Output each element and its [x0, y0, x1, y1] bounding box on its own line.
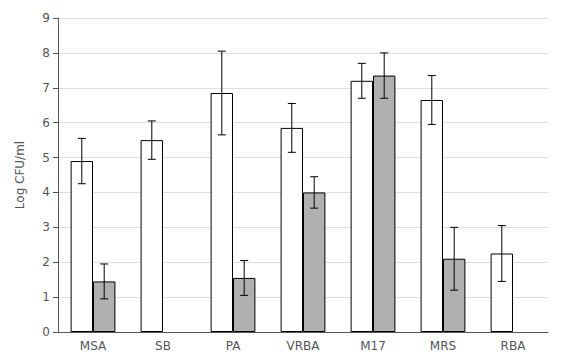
svg-text:0: 0: [42, 325, 50, 339]
svg-text:3: 3: [42, 220, 50, 234]
svg-text:5: 5: [42, 151, 50, 165]
svg-text:8: 8: [42, 46, 50, 60]
svg-text:6: 6: [42, 116, 50, 130]
svg-text:PA: PA: [226, 339, 241, 353]
svg-text:VRBA: VRBA: [287, 339, 321, 353]
svg-text:2: 2: [42, 255, 50, 269]
svg-text:9: 9: [42, 11, 50, 25]
svg-text:MSA: MSA: [80, 339, 107, 353]
svg-text:RBA: RBA: [501, 339, 527, 353]
svg-text:MRS: MRS: [430, 339, 456, 353]
svg-text:1: 1: [42, 290, 50, 304]
svg-text:Log CFU/ml: Log CFU/ml: [13, 141, 27, 209]
svg-text:7: 7: [42, 81, 50, 95]
svg-text:SB: SB: [155, 339, 171, 353]
svg-text:M17: M17: [360, 339, 386, 353]
svg-text:4: 4: [42, 185, 50, 199]
